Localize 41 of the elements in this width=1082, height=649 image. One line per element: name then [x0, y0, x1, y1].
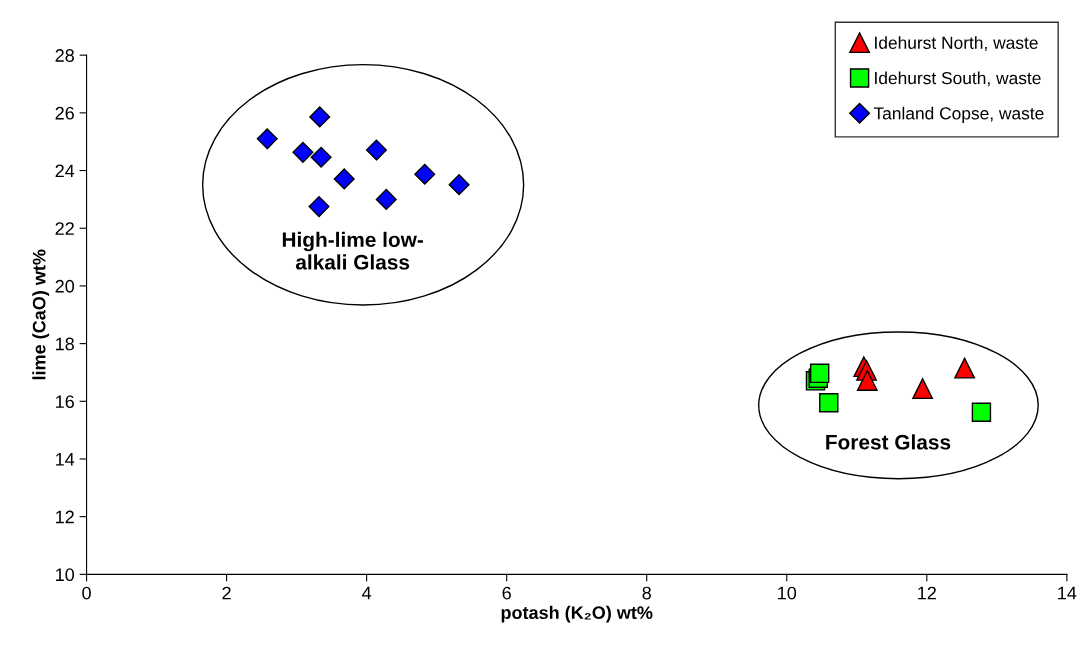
point [333, 168, 355, 190]
annotation: High-lime low- alkali Glass [282, 231, 423, 270]
point [310, 146, 332, 168]
point [292, 141, 314, 163]
point [819, 393, 839, 413]
y-tick-label: 20 [55, 279, 75, 293]
point [448, 174, 470, 196]
point [308, 196, 330, 218]
y-tick-label: 26 [55, 106, 74, 120]
y-tick-label: 28 [55, 49, 74, 62]
x-tick-label: 0 [82, 586, 91, 600]
point [954, 357, 976, 379]
y-tick-label: 14 [56, 453, 75, 466]
point [256, 128, 278, 150]
x-tick-label: 10 [778, 586, 797, 600]
x-axis-title: potash (K₂O) wt% [501, 605, 653, 623]
x-tick-label: 4 [362, 586, 372, 600]
x-tick-label: 2 [222, 586, 231, 600]
point [971, 402, 992, 422]
annotation: Forest Glass [826, 434, 951, 450]
legend-label: Tanland Copse, waste [873, 106, 1044, 123]
point [365, 139, 387, 161]
x-tick-label: 6 [502, 586, 511, 600]
y-axis-title: lime (CaO) wt% [32, 249, 50, 380]
y-tick-label: 24 [55, 164, 75, 178]
point [856, 370, 878, 391]
point [414, 163, 436, 185]
x-tick-label: 12 [918, 586, 936, 600]
x-tick-label: 8 [642, 586, 651, 600]
point [809, 363, 830, 384]
legend-label: Idehurst North, waste [875, 36, 1038, 51]
x-tick-label: 14 [1058, 586, 1077, 600]
y-tick-label: 10 [56, 568, 75, 582]
point [375, 188, 397, 210]
point [912, 378, 934, 400]
legend-label: Idehurst South, waste [875, 71, 1041, 87]
y-tick-label: 16 [56, 395, 74, 409]
y-tick-label: 12 [56, 510, 74, 524]
y-tick-label: 18 [56, 337, 74, 351]
y-tick-label: 22 [55, 222, 74, 235]
point [309, 106, 331, 128]
